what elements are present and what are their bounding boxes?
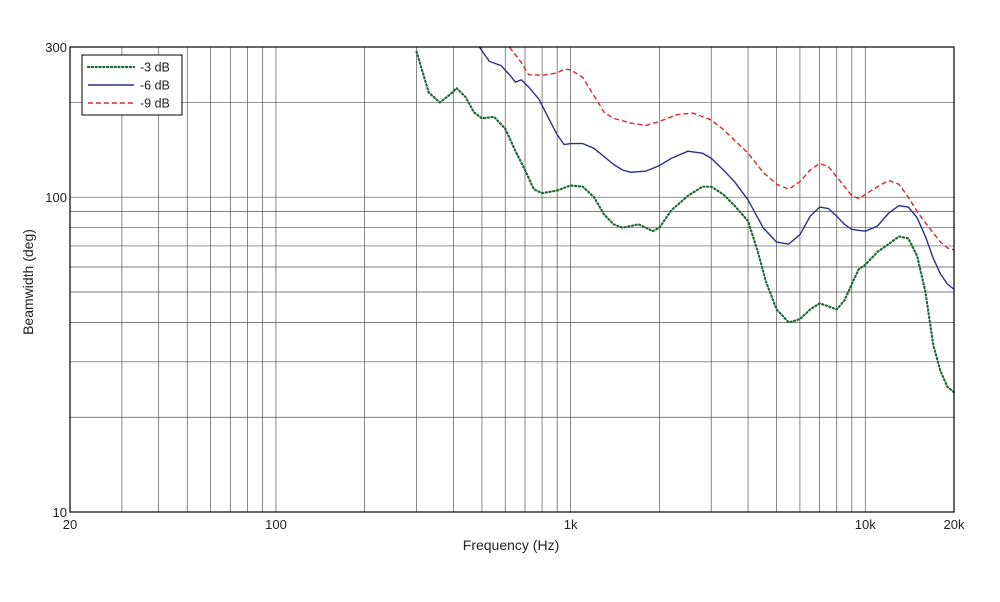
series-layer [415,46,956,394]
grid [70,47,954,512]
x-tick-label: 1k [564,517,578,532]
plot-frame [69,46,955,513]
series-line-1 [415,50,956,394]
y-tick-label: 10 [53,505,67,520]
x-axis-label: Frequency (Hz) [463,537,559,553]
series-line-2 [478,46,955,290]
legend: -3 dB -6 dB -9 dB [81,54,183,116]
y-tick-labels: 10 100 300 [45,40,67,520]
series-line-3 [508,46,955,251]
x-tick-label: 100 [265,517,287,532]
legend-label: -3 dB [140,61,170,75]
x-tick-label: 10k [855,517,876,532]
x-tick-label: 20 [63,517,77,532]
y-axis-label: Beamwidth (deg) [20,229,36,335]
x-tick-label: 20k [944,517,965,532]
legend-label: -9 dB [140,97,170,111]
y-tick-label: 100 [45,190,67,205]
legend-label: -6 dB [140,79,170,93]
x-tick-labels: 20 100 1k 10k 20k [63,517,965,532]
y-tick-label: 300 [45,40,67,55]
